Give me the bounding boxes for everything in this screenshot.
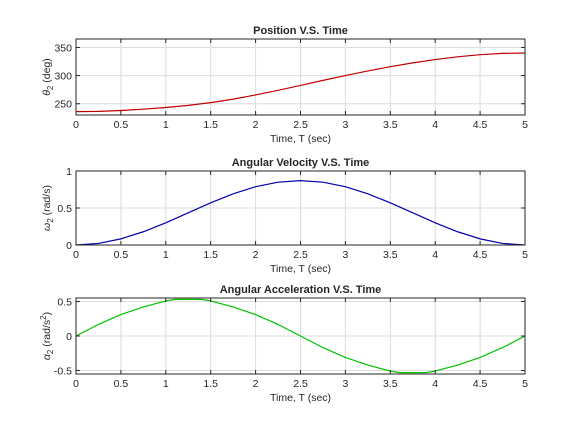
x-tick-label: 5 <box>522 378 528 390</box>
y-label-symbol: α <box>41 353 53 360</box>
y-tick-label: 1 <box>66 166 72 178</box>
x-tick-label: 2.5 <box>293 378 308 390</box>
y-tick-label: 250 <box>54 99 72 111</box>
x-tick-label: 4.5 <box>473 378 488 390</box>
x-tick-label: 0 <box>73 249 79 261</box>
x-tick-label: 3 <box>342 378 348 390</box>
x-tick-label: 1.5 <box>203 378 218 390</box>
x-tick-label: 0 <box>73 378 79 390</box>
subplot-1: 0 0.5 1 1.5 2 2.5 3 3.5 4 4.5 5 250 300 350 Position V… <box>41 25 528 145</box>
x-tick-label: 0.5 <box>114 249 129 261</box>
x-tick-label: 5 <box>522 119 528 131</box>
x-tick-label: 3.5 <box>383 249 398 261</box>
x-axis-label: Time, T (sec) <box>270 263 331 275</box>
y-label-unit: (rad/s <box>41 320 53 350</box>
x-tick-label: 0.5 <box>114 119 129 131</box>
y-tick-label: 0 <box>66 240 72 252</box>
y-label-subscript: 2 <box>46 349 55 354</box>
y-tick-label: -0.5 <box>54 366 72 378</box>
x-tick-label: 0 <box>73 119 79 131</box>
y-label-superscript: 2 <box>39 315 48 320</box>
x-tick-label: 1 <box>163 119 169 131</box>
x-tick-label: 1.5 <box>203 119 218 131</box>
y-tick-label: 300 <box>54 71 72 83</box>
series-line <box>75 180 526 246</box>
x-tick-label: 5 <box>522 249 528 261</box>
y-tick-label: 0 <box>66 331 72 343</box>
y-label-symbol: ω <box>41 223 53 231</box>
x-tick-label: 3.5 <box>383 119 398 131</box>
x-tick-label: 4 <box>432 378 438 390</box>
y-label-close: ) <box>41 312 53 316</box>
x-tick-label: 2.5 <box>293 119 308 131</box>
y-tick-label: 0.5 <box>57 203 72 215</box>
x-tick-label: 4 <box>432 249 438 261</box>
x-tick-label: 3.5 <box>383 378 398 390</box>
chart-title: Position V.S. Time <box>253 25 348 37</box>
chart-title: Angular Acceleration V.S. Time <box>220 284 382 296</box>
y-label-subscript: 2 <box>46 85 55 90</box>
y-axis-label: α2 (rad/s2) <box>39 312 55 360</box>
y-tick-label: 350 <box>54 42 72 54</box>
y-label-symbol: θ <box>41 90 53 96</box>
x-tick-label: 1 <box>163 249 169 261</box>
y-label-unit: (deg) <box>41 58 53 85</box>
subplot-2: 0 0.5 1 1.5 2 2.5 3 3.5 4 4.5 5 0 0.5 1 Angular Veloci… <box>41 157 528 275</box>
x-tick-label: 4.5 <box>473 249 488 261</box>
x-axis-label: Time, T (sec) <box>270 133 331 145</box>
x-tick-label: 1 <box>163 378 169 390</box>
y-label-unit: (rad/s) <box>41 185 53 218</box>
x-tick-label: 2 <box>253 119 259 131</box>
x-tick-label: 4 <box>432 119 438 131</box>
x-tick-label: 2 <box>253 378 259 390</box>
series-line <box>75 52 526 113</box>
x-tick-label: 0.5 <box>114 378 129 390</box>
y-axis-label: ω2 (rad/s) <box>41 185 55 231</box>
y-label-subscript: 2 <box>46 218 55 223</box>
x-axis-label: Time, T (sec) <box>270 392 331 404</box>
x-tick-label: 3 <box>342 249 348 261</box>
y-axis-label: θ2 (deg) <box>41 58 55 96</box>
x-tick-label: 1.5 <box>203 249 218 261</box>
x-tick-label: 4.5 <box>473 119 488 131</box>
chart-title: Angular Velocity V.S. Time <box>232 157 370 169</box>
x-tick-label: 2.5 <box>293 249 308 261</box>
x-tick-label: 3 <box>342 119 348 131</box>
x-tick-label: 2 <box>253 249 259 261</box>
y-tick-label: 0.5 <box>57 296 72 308</box>
